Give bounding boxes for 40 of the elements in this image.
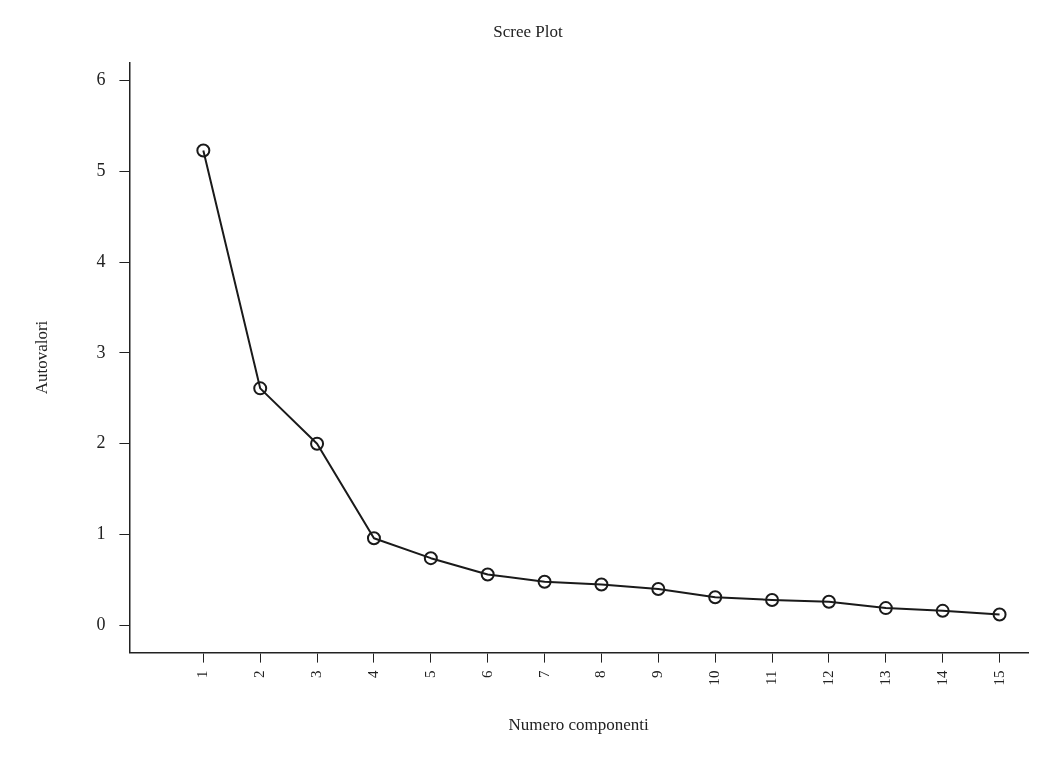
point xyxy=(253,381,268,396)
x-tick-label: 15 xyxy=(990,670,1007,686)
point xyxy=(651,582,666,597)
point xyxy=(594,577,609,592)
point xyxy=(310,436,325,451)
y-tick-label: 3 xyxy=(96,341,106,362)
y-tick-label: 5 xyxy=(96,160,106,181)
x-tick-label: 2 xyxy=(251,670,268,679)
y-tick-label: 4 xyxy=(96,250,106,271)
x-tick-label: 14 xyxy=(933,670,950,686)
x-tick-label: 9 xyxy=(649,670,666,679)
x-tick-label: 8 xyxy=(592,670,609,679)
point xyxy=(196,143,211,158)
chart-title: Scree Plot xyxy=(493,21,563,41)
point xyxy=(480,567,495,582)
x-tick-label: 7 xyxy=(535,670,552,679)
y-tick-label: 1 xyxy=(96,523,106,544)
x-axis-title: Numero componenti xyxy=(508,715,650,735)
x-tick-label: 3 xyxy=(308,670,325,679)
x-tick-label: 5 xyxy=(421,670,438,679)
y-tick-label: 6 xyxy=(96,69,106,90)
x-tick-label: 13 xyxy=(876,670,893,686)
x-tick-label: 11 xyxy=(763,670,780,686)
y-axis-title: Autovalori xyxy=(31,320,51,395)
point xyxy=(708,590,723,605)
point xyxy=(423,551,438,566)
y-tick-label: 2 xyxy=(96,432,106,453)
x-tick-label: 6 xyxy=(478,670,495,679)
x-tick-label: 4 xyxy=(364,670,381,679)
y-tick-label: 0 xyxy=(96,614,106,635)
point xyxy=(366,531,381,546)
x-tick-label: 12 xyxy=(819,670,836,686)
point xyxy=(935,603,950,618)
point xyxy=(537,574,552,589)
point xyxy=(878,601,893,616)
point xyxy=(992,607,1007,622)
point xyxy=(765,592,780,607)
point xyxy=(821,594,836,609)
x-tick-label: 10 xyxy=(706,670,723,686)
x-tick-label: 1 xyxy=(194,670,211,679)
